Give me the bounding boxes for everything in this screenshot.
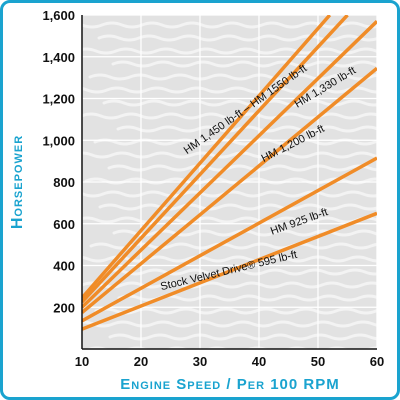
texture-stroke [82, 86, 377, 94]
texture-stroke [94, 307, 377, 315]
texture-stroke [88, 73, 377, 81]
grid-lines [81, 14, 378, 349]
texture-stroke [108, 333, 377, 341]
texture-stroke [82, 320, 377, 328]
texture-stroke [111, 60, 377, 68]
series-line [82, 15, 332, 300]
y-tick-label: 1,400 [42, 50, 75, 65]
y-tick-label: 800 [53, 175, 75, 190]
series-line [82, 211, 377, 331]
x-tick-label: 50 [311, 354, 325, 369]
texture-stroke [82, 281, 377, 289]
texture-stroke [82, 151, 377, 159]
series-line [82, 156, 377, 323]
y-tick-label: 1,000 [42, 133, 75, 148]
y-axis-title: Horsepower [9, 135, 26, 229]
x-tick-label: 60 [370, 354, 384, 369]
texture-stroke [82, 47, 377, 55]
x-tick-labels: 10 20 30 40 50 60 [75, 354, 384, 369]
texture-stroke [116, 125, 377, 133]
texture-stroke [117, 294, 377, 302]
y-tick-label: 1,600 [42, 8, 75, 23]
texture-stroke [82, 21, 377, 29]
y-tick-label: 600 [53, 217, 75, 232]
x-tick-label: 40 [252, 354, 266, 369]
series-line [82, 15, 349, 304]
series-lines [82, 15, 377, 331]
y-tick-label: 400 [53, 259, 75, 274]
y-tick-label: 1,200 [42, 92, 75, 107]
x-tick-label: 20 [134, 354, 148, 369]
texture-stroke [82, 216, 377, 224]
series-line [82, 66, 377, 314]
texture-stroke [112, 229, 377, 237]
y-tick-labels: 200 400 600 800 1,000 1,200 1,400 1,600 [42, 8, 75, 315]
texture-stroke [103, 268, 377, 276]
x-tick-label: 30 [193, 354, 207, 369]
x-axis-title: Engine Speed / Per 100 RPM [120, 376, 339, 393]
texture-stroke [98, 203, 377, 211]
series-line [82, 20, 377, 309]
texture-stroke [107, 164, 377, 172]
y-tick-label: 200 [53, 300, 75, 315]
x-tick-label: 10 [75, 354, 89, 369]
